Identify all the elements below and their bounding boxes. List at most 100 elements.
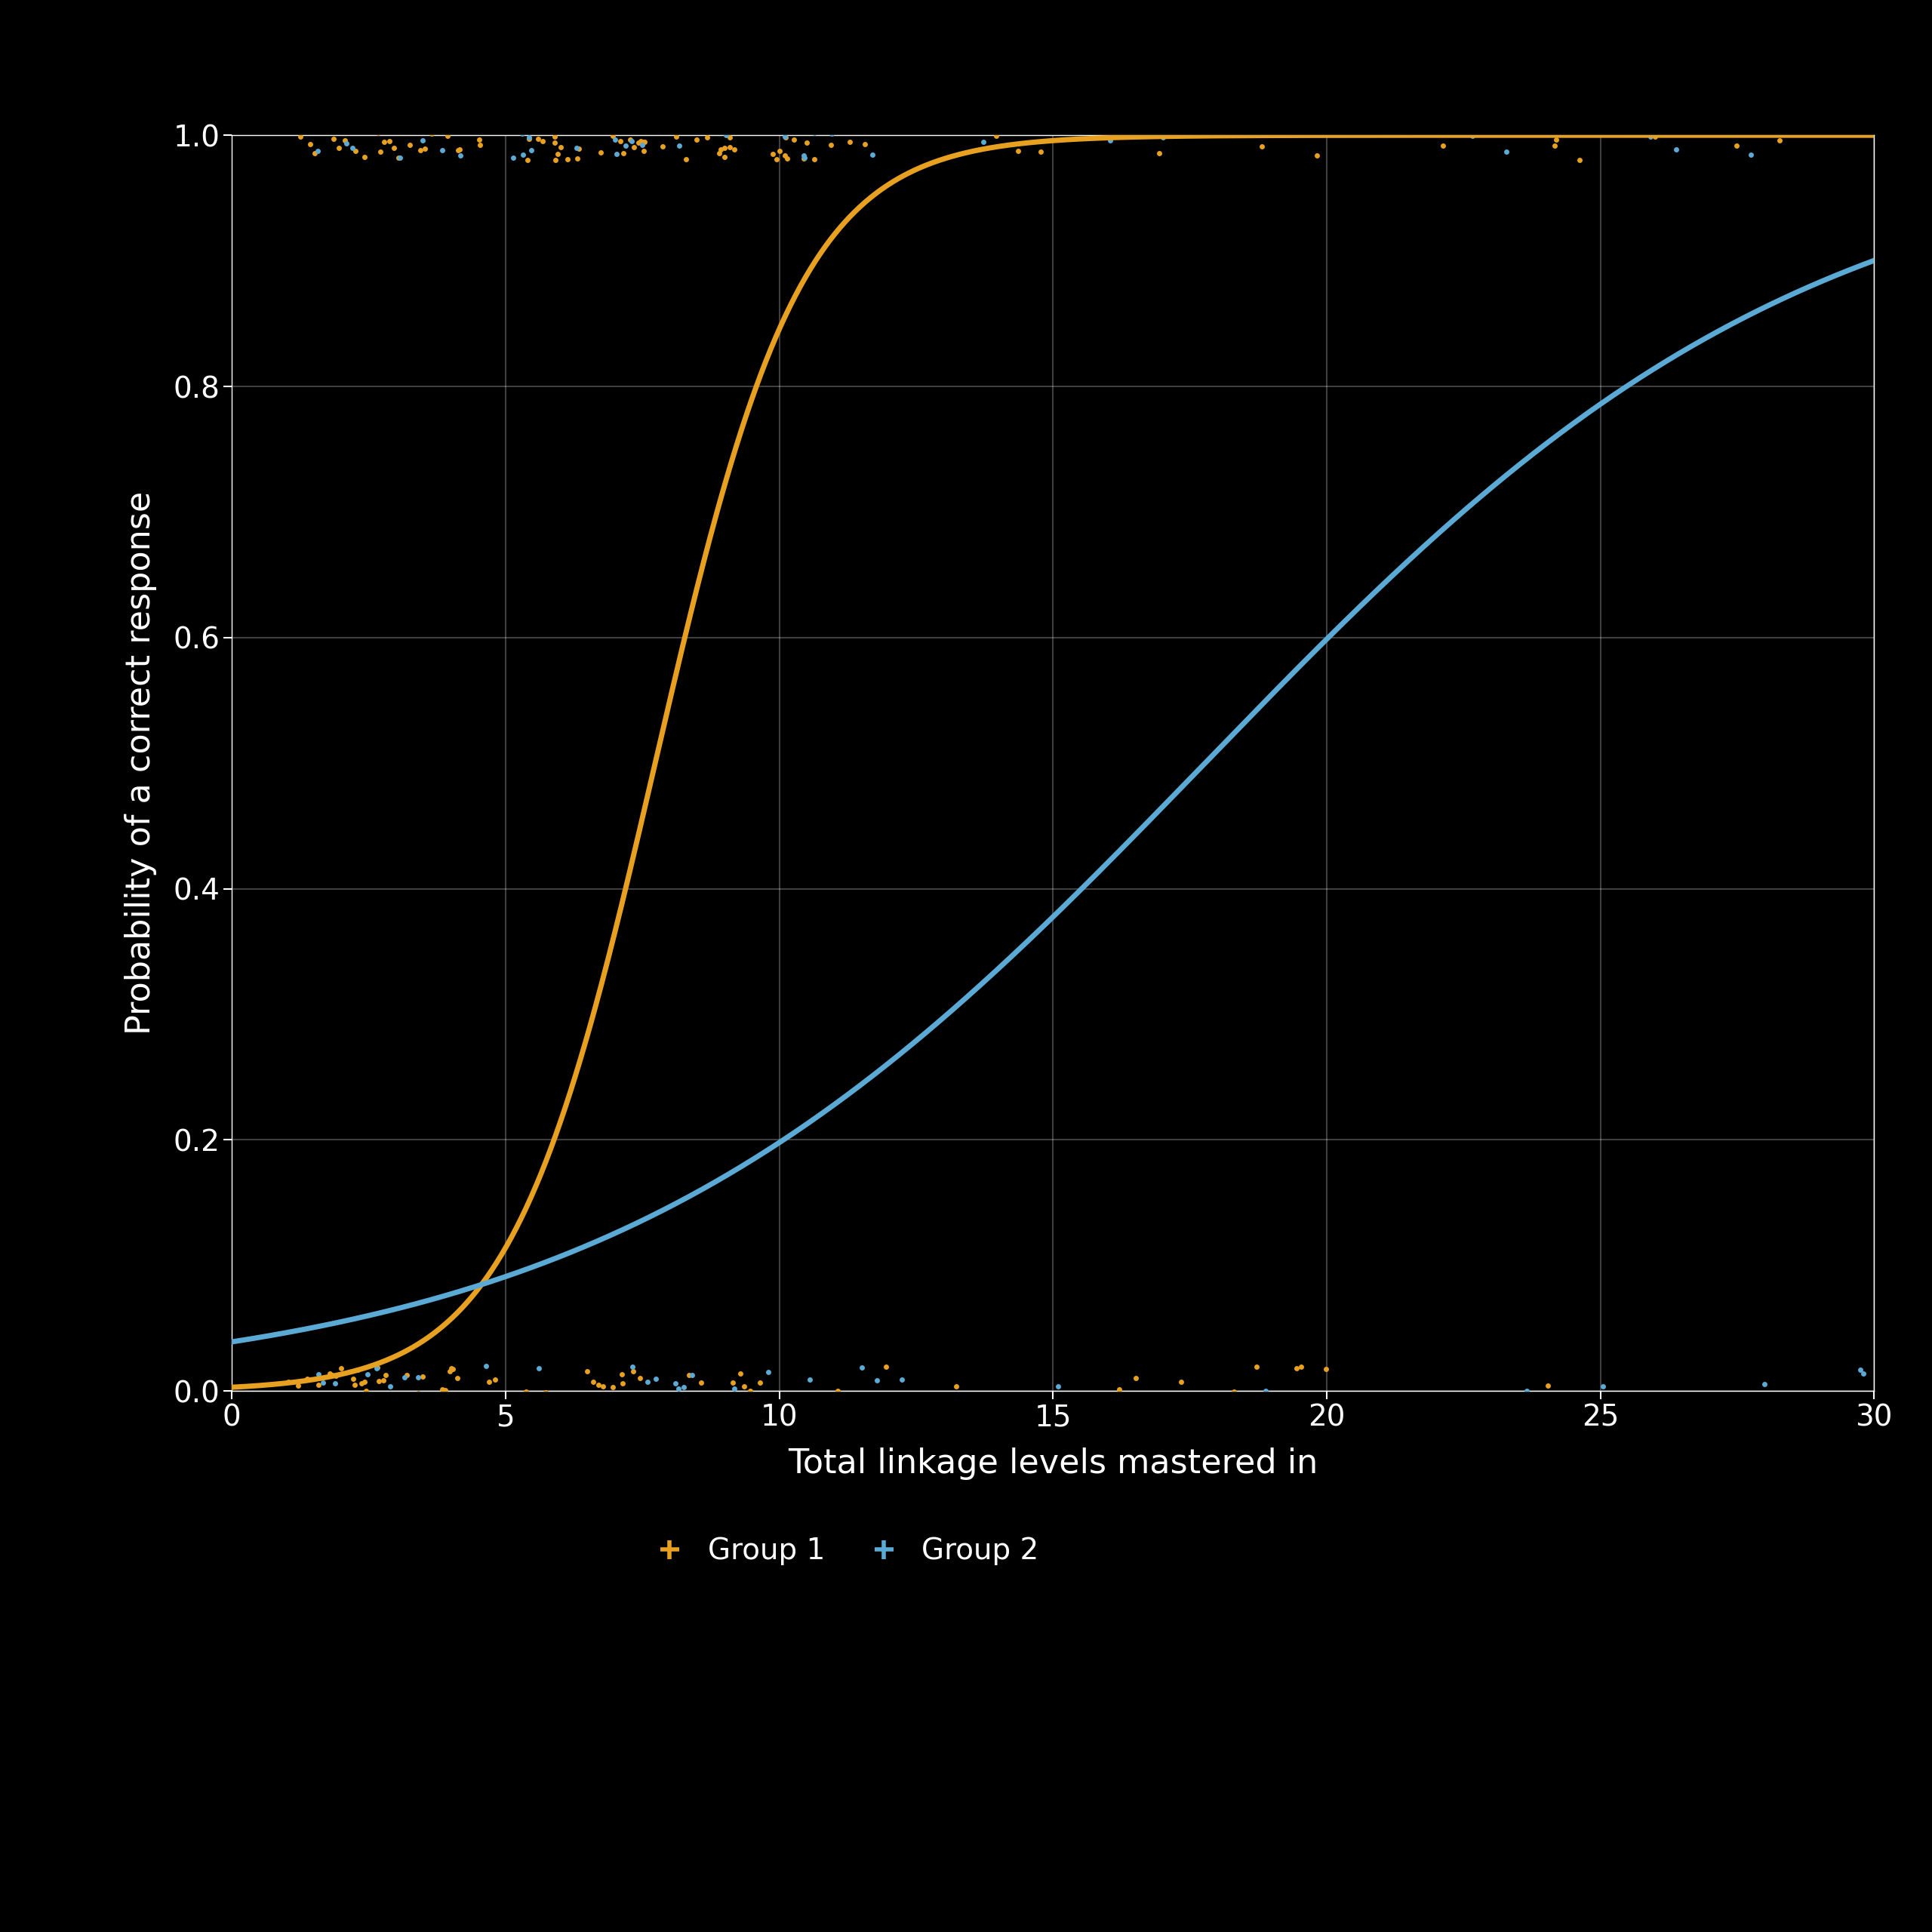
Point (415, 118, 446, 149)
Point (705, 133, 736, 164)
Point (699, 116, 730, 147)
Point (960, 1389, 991, 1420)
Point (392, 1360, 423, 1391)
Point (626, 126, 657, 156)
Point (433, 120, 464, 151)
Point (527, 126, 558, 156)
Point (311, 97, 342, 128)
Point (1285, 1352, 1316, 1383)
Point (628, 128, 659, 158)
Point (981, 120, 1012, 151)
Point (1121, 104, 1151, 135)
Point (645, 1383, 676, 1414)
Point (1532, 1370, 1563, 1401)
Point (709, 133, 740, 164)
Point (402, 1378, 433, 1408)
Point (991, 116, 1022, 147)
Point (609, 137, 639, 168)
Point (315, 1358, 346, 1389)
Point (292, 1399, 323, 1430)
Point (303, 135, 334, 166)
Point (717, 1368, 748, 1399)
Point (728, 1372, 759, 1403)
Point (346, 1368, 377, 1399)
Point (601, 1385, 632, 1416)
Point (469, 1350, 500, 1381)
Point (572, 1387, 603, 1418)
Point (684, 106, 715, 137)
Point (850, 128, 881, 158)
Point (1103, 1374, 1134, 1405)
Point (661, 1368, 692, 1399)
Point (790, 128, 821, 158)
Point (1847, 1358, 1878, 1389)
Point (454, 1399, 485, 1430)
Point (682, 124, 713, 155)
Point (442, 1397, 473, 1428)
Point (336, 1397, 367, 1428)
Point (325, 100, 355, 131)
Point (667, 108, 697, 139)
Point (852, 104, 883, 135)
Point (466, 129, 497, 160)
Point (410, 1378, 440, 1408)
Point (1003, 135, 1034, 166)
Point (858, 139, 889, 170)
Point (543, 112, 574, 143)
Point (479, 1364, 510, 1395)
Point (866, 116, 896, 147)
Point (444, 133, 475, 164)
Point (406, 135, 437, 166)
Point (951, 99, 981, 129)
Point (835, 126, 866, 156)
Point (611, 129, 641, 160)
Point (765, 110, 796, 141)
Point (829, 1389, 860, 1420)
Point (390, 116, 421, 147)
Point (558, 106, 589, 137)
Point (394, 129, 425, 160)
Point (512, 145, 543, 176)
Point (469, 1385, 500, 1416)
Point (516, 135, 547, 166)
Point (1165, 1366, 1196, 1397)
Point (618, 131, 649, 162)
Point (328, 126, 359, 156)
Point (587, 1378, 618, 1408)
Point (531, 1378, 562, 1408)
Point (628, 135, 659, 166)
Point (798, 118, 829, 149)
Point (520, 1393, 551, 1424)
Point (307, 1366, 338, 1397)
Point (1434, 114, 1464, 145)
Point (639, 1364, 670, 1395)
Point (607, 1368, 638, 1399)
Point (442, 1362, 473, 1393)
Point (427, 1374, 458, 1405)
Point (493, 114, 524, 145)
Point (477, 116, 508, 147)
Point (317, 1360, 348, 1391)
Point (763, 135, 794, 166)
Point (452, 1387, 483, 1418)
Point (284, 1399, 315, 1430)
Point (616, 1350, 647, 1381)
Point (487, 104, 518, 135)
Point (786, 104, 817, 135)
Point (305, 1385, 336, 1416)
Point (1428, 129, 1459, 160)
Point (1198, 120, 1229, 151)
Point (299, 137, 330, 168)
Point (1634, 122, 1665, 153)
Point (539, 122, 570, 153)
Point (1250, 110, 1281, 141)
Point (292, 1364, 323, 1395)
Point (481, 114, 512, 145)
Point (601, 139, 632, 170)
Point (284, 122, 315, 153)
Point (769, 100, 800, 131)
Point (375, 126, 406, 156)
Point (408, 1360, 439, 1391)
Point (352, 1358, 383, 1389)
Point (1492, 135, 1522, 166)
